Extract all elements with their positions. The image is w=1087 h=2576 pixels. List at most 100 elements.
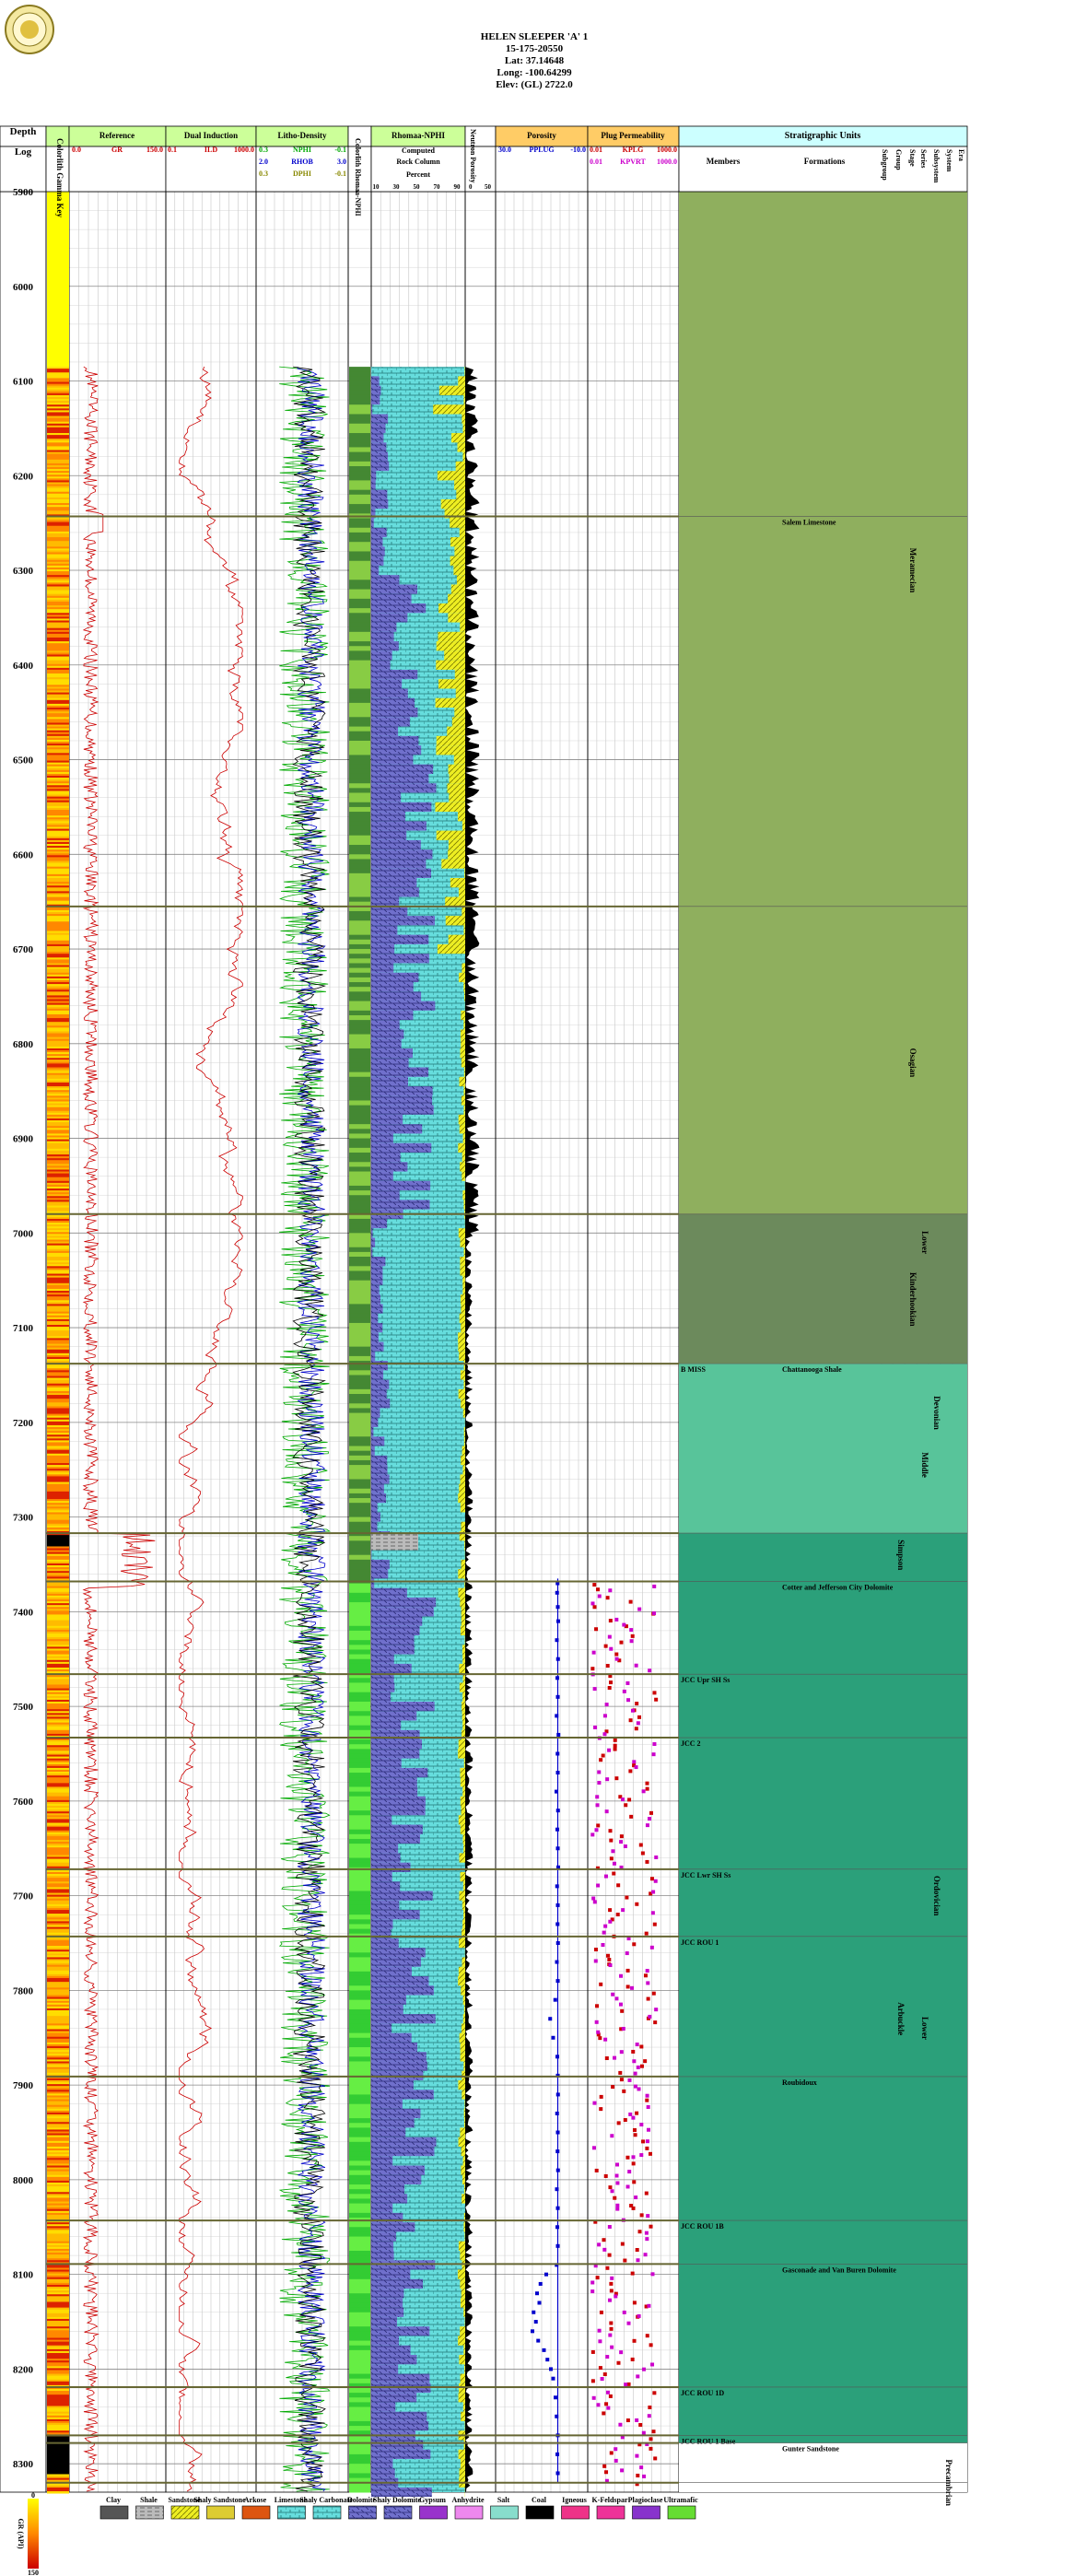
perm-point	[649, 2437, 653, 2441]
perm-point	[651, 1991, 656, 1996]
perm-point	[629, 1628, 634, 1633]
perm-point	[645, 1786, 649, 1791]
kgs-logo	[5, 5, 54, 54]
porosity-point	[545, 2358, 550, 2362]
porosity-point	[551, 2035, 555, 2040]
legend-swatch-salt	[490, 2505, 519, 2520]
perm-point	[637, 2230, 642, 2234]
perm-point	[606, 2406, 611, 2410]
perm-point	[628, 1599, 633, 1604]
perm-point	[619, 1973, 624, 1978]
perm-title: Plug Permeability	[601, 131, 665, 140]
perm-point	[599, 2107, 603, 2112]
porosity-point	[542, 2348, 546, 2352]
litho-c3-min: 0.3	[259, 170, 268, 178]
perm-point	[635, 1702, 639, 1706]
perm-point	[645, 1859, 649, 1864]
perm-point	[635, 2482, 639, 2487]
perm-point	[595, 2004, 600, 2008]
track-subheader-depth	[0, 146, 47, 193]
member-7: JCC 2	[681, 1739, 701, 1748]
perm-point	[626, 1937, 631, 1941]
perm-point	[615, 2203, 620, 2207]
perm-point	[609, 1838, 614, 1843]
perm-point	[645, 2139, 649, 2144]
perm-point	[605, 2355, 610, 2359]
porosity-point	[548, 2017, 553, 2021]
track-subheader-rh	[370, 146, 466, 193]
perm-point	[603, 1924, 608, 1928]
perm-point	[613, 2195, 617, 2200]
depth-label-6900: 6900	[13, 1134, 34, 1145]
perm-point	[639, 2123, 644, 2127]
depth-label-7300: 7300	[13, 1513, 34, 1524]
perm-point	[608, 1619, 613, 1623]
perm-point	[644, 1931, 649, 1936]
perm-point	[631, 2206, 636, 2210]
perm-point	[647, 2303, 651, 2308]
perm-point	[630, 2271, 635, 2276]
perm-point	[620, 2242, 625, 2246]
por-max: -10.0	[570, 146, 586, 154]
perm-point	[645, 1969, 649, 1973]
track-subheader-cl	[347, 146, 372, 193]
perm-point	[619, 2078, 624, 2082]
perm-point	[646, 1996, 650, 2001]
perm-point	[618, 2422, 623, 2427]
colorlith-label: Colorlith Rhomaa-NPHI	[354, 138, 362, 217]
perm-point	[637, 1715, 642, 1719]
perm-point	[603, 2173, 608, 2178]
perm-point	[650, 1911, 655, 1915]
perm-point	[626, 2321, 631, 2325]
depth-label-7100: 7100	[13, 1323, 34, 1334]
perm-point	[615, 2162, 620, 2167]
neutron-label: Neutron Porosity	[469, 129, 477, 183]
litho-c3-name: DPHI	[293, 170, 311, 178]
perm-point	[598, 2339, 602, 2344]
perm-point	[625, 1895, 629, 1900]
perm-point	[625, 1951, 629, 1956]
perm-point	[592, 1900, 597, 1904]
perm-point	[603, 2037, 608, 2042]
perm-point	[607, 2253, 612, 2257]
perm-point	[646, 2104, 650, 2109]
perm-point	[626, 2382, 631, 2386]
perm-point	[641, 2139, 646, 2144]
perm-point	[596, 1823, 601, 1828]
perm-point	[622, 1622, 626, 1627]
depth-label-6400: 6400	[13, 661, 34, 672]
ref-title: Reference	[99, 131, 134, 140]
member-3: B MISS	[681, 1365, 706, 1374]
porosity-point	[555, 1884, 559, 1889]
perm-point	[630, 1633, 635, 1638]
perm-point	[619, 2350, 624, 2355]
legend-label-clay: Clay	[106, 2496, 121, 2504]
perm-point	[602, 2464, 607, 2468]
perm-point	[593, 2219, 598, 2224]
legend-label-shaly-sandstone: Shaly Sandstone	[193, 2496, 246, 2504]
perm-c1-name: KPLG	[623, 146, 644, 154]
perm-point	[595, 1803, 600, 1808]
perm-point	[613, 1743, 617, 1748]
member-8: JCC Lwr SH Ss	[681, 1871, 731, 1879]
perm-point	[622, 2310, 626, 2314]
legend-swatch-plagioclase	[632, 2505, 660, 2520]
perm-point	[609, 2289, 614, 2293]
perm-point	[607, 1958, 612, 1962]
perm-point	[598, 2366, 602, 2371]
perm-point	[604, 1729, 609, 1734]
legend-label-shaly-dolomite: Shaly Dolomite	[373, 2496, 422, 2504]
perm-point	[608, 1908, 613, 1913]
porosity-point	[555, 1638, 559, 1643]
perm-point	[645, 2098, 649, 2102]
perm-point	[652, 1584, 657, 1588]
perm-c1-max: 1000.0	[657, 146, 677, 154]
perm-point	[614, 2447, 618, 2452]
perm-point	[607, 1634, 612, 1639]
perm-point	[605, 1953, 610, 1958]
perm-point	[630, 2357, 635, 2361]
porosity-title: Porosity	[527, 131, 556, 140]
perm-point	[628, 2112, 633, 2116]
perm-point	[599, 1758, 603, 1762]
well-name: HELEN SLEEPER 'A' 1	[480, 31, 589, 42]
